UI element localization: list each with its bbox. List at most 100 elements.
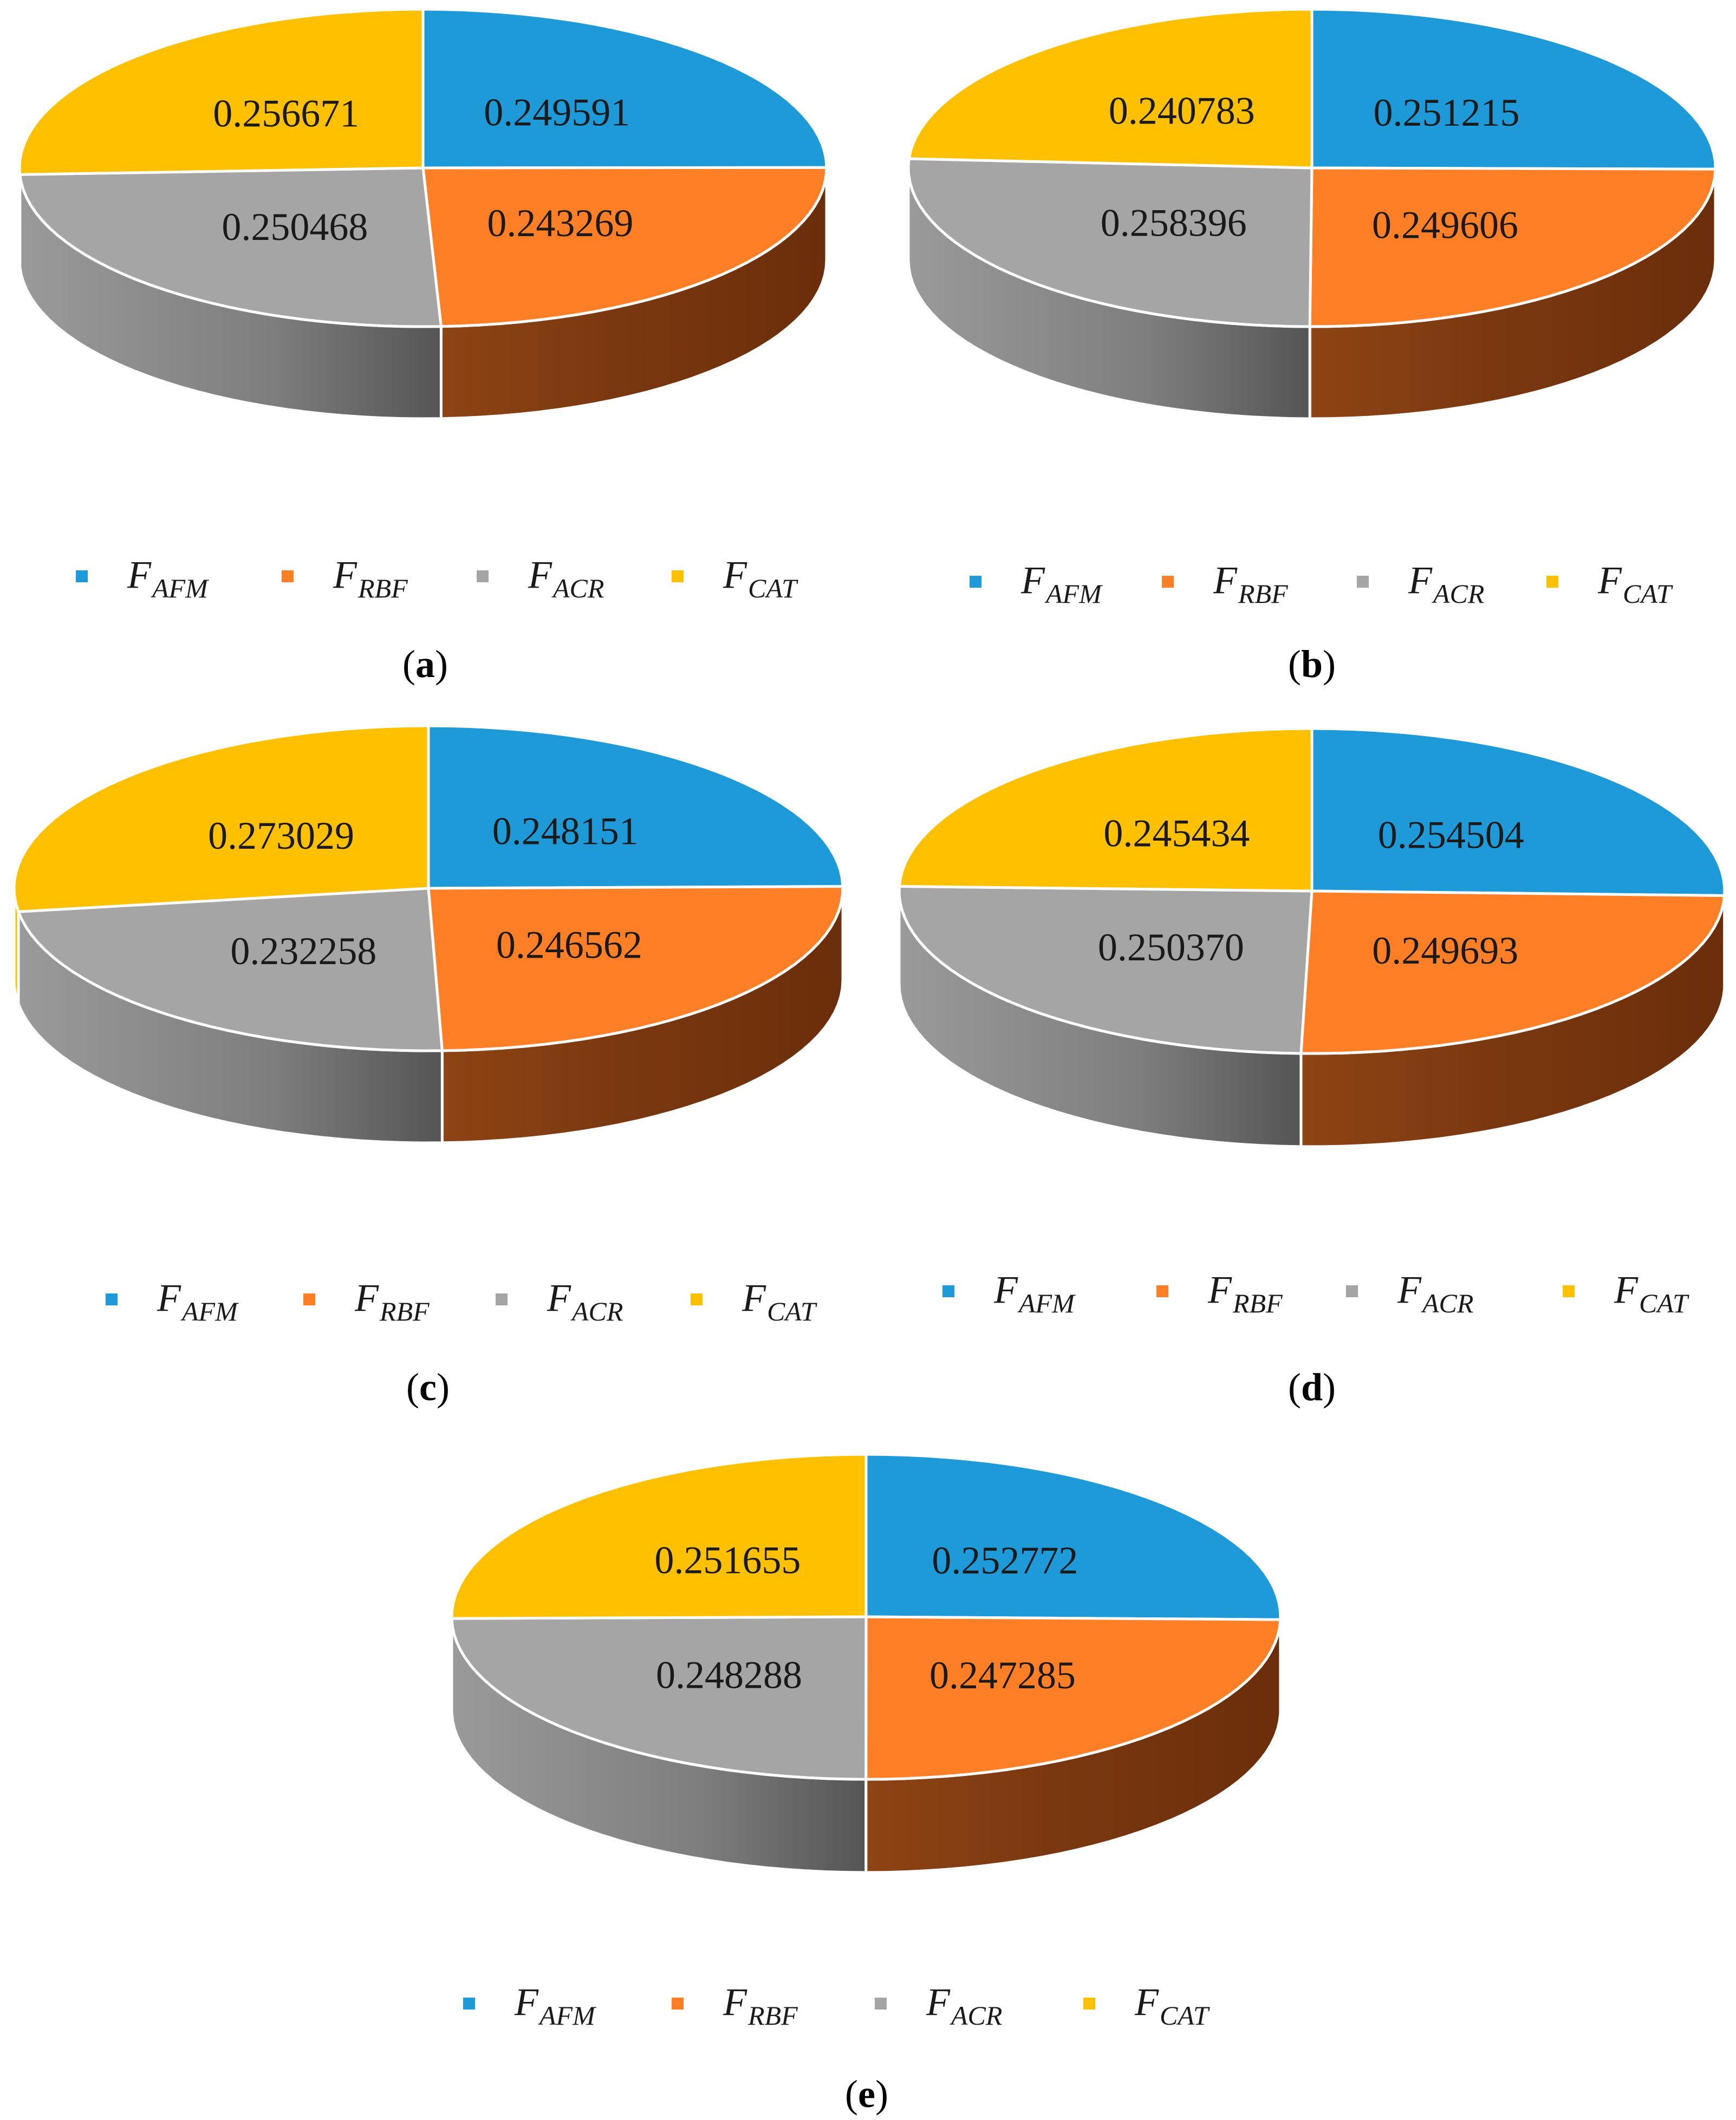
slice-f-acr: [898, 885, 1314, 1055]
legend-label: FRBF: [333, 553, 408, 603]
legend-swatch: [1156, 1285, 1168, 1297]
data-label-f-cat: 0.245434: [1103, 811, 1250, 855]
legend-swatch: [463, 1998, 475, 2010]
pie-top: [12, 724, 844, 1052]
legend-label: FCAT: [1134, 1980, 1210, 2031]
data-label-f-acr: 0.258396: [1101, 201, 1247, 244]
slice-f-rbf: [1299, 889, 1726, 1055]
legend-label: FAFM: [127, 553, 209, 603]
legend-item-f-rbf: FRBF: [672, 1980, 798, 2031]
legend-label: FCAT: [1597, 558, 1673, 609]
data-label-f-acr: 0.250468: [222, 205, 368, 249]
slice-f-afm: [1310, 727, 1726, 898]
legend-item-f-rbf: FRBF: [1156, 1268, 1283, 1318]
legend-swatch: [1563, 1285, 1575, 1297]
legend-label: FRBF: [723, 1980, 798, 2031]
legend-swatch: [1546, 576, 1558, 588]
legend-item-f-acr: FACR: [477, 553, 604, 603]
data-label-f-afm: 0.251215: [1374, 91, 1520, 134]
legend-item-f-afm: FAFM: [463, 1980, 596, 2031]
pie-top: [18, 8, 828, 328]
legend-item-f-acr: FACR: [496, 1276, 623, 1326]
legend-swatch: [875, 1998, 887, 2010]
data-label-f-rbf: 0.246562: [496, 924, 642, 967]
pie-panel-e: 0.252772 0.247285 0.248288 0.251655 FAFM FRBF…: [450, 1453, 1282, 2116]
data-label-f-afm: 0.252772: [932, 1539, 1078, 1582]
legend-swatch: [76, 570, 88, 582]
legend-swatch: [282, 570, 294, 582]
slice-f-acr: [16, 887, 444, 1052]
legend-label: FACR: [1397, 1268, 1473, 1318]
data-label-f-cat: 0.251655: [654, 1539, 801, 1582]
side-wall-f-cat: [18, 168, 22, 267]
legend-item-f-cat: FCAT: [1083, 1980, 1210, 2031]
data-label-f-afm: 0.249591: [484, 90, 630, 134]
legend-label: FACR: [1408, 558, 1484, 609]
data-label-f-acr: 0.250370: [1098, 926, 1244, 969]
panel-caption: (a): [402, 642, 448, 686]
legend-swatch: [477, 570, 489, 582]
slice-f-rbf: [427, 885, 844, 1052]
legend-label: FCAT: [723, 553, 798, 603]
legend-swatch: [942, 1285, 954, 1297]
pie-panel-d: 0.254504 0.249693 0.250370 0.245434 FAFM FRBF…: [898, 727, 1726, 1409]
data-label-f-cat: 0.273029: [208, 814, 354, 857]
legend-label: FACR: [528, 553, 604, 603]
data-label-f-cat: 0.240783: [1109, 89, 1255, 133]
slice-f-cat: [18, 8, 425, 176]
slice-f-cat: [450, 1453, 868, 1620]
legend-label: FAFM: [514, 1980, 596, 2031]
legend-swatch: [672, 570, 684, 582]
legend-label: FRBF: [1213, 558, 1288, 609]
legend-swatch: [672, 1998, 684, 2010]
legend: FAFM FRBF FACR FCAT: [463, 1980, 1210, 2031]
legend-swatch: [1162, 576, 1174, 588]
legend-item-f-afm: FAFM: [942, 1268, 1076, 1318]
slice-f-rbf: [421, 166, 828, 328]
legend-swatch: [1083, 1998, 1095, 2010]
pie-panel-a: 0.249591 0.243269 0.250468 0.256671 FAFM FRBF…: [18, 8, 828, 686]
slice-f-acr: [450, 1615, 868, 1781]
pie-top: [450, 1453, 1282, 1781]
pie-panel-c: 0.248151 0.246562 0.232258 0.273029 FAFM FRBF…: [12, 724, 844, 1409]
legend-label: FACR: [926, 1980, 1002, 2031]
data-label-f-rbf: 0.249693: [1372, 929, 1518, 972]
slice-f-cat: [898, 727, 1314, 893]
legend-label: FCAT: [1614, 1268, 1689, 1318]
legend-label: FAFM: [1020, 558, 1103, 609]
legend-swatch: [691, 1293, 703, 1305]
slice-f-rbf: [1308, 166, 1717, 328]
legend-label: FAFM: [993, 1268, 1076, 1318]
slice-f-afm: [421, 8, 828, 170]
legend-item-f-rbf: FRBF: [1162, 558, 1288, 609]
data-label-f-rbf: 0.243269: [487, 201, 633, 245]
legend-label: FCAT: [742, 1276, 817, 1326]
legend-label: FACR: [547, 1276, 623, 1326]
legend: FAFM FRBF FACR FCAT: [106, 1276, 817, 1326]
legend-item-f-rbf: FRBF: [282, 553, 408, 603]
legend: FAFM FRBF FACR FCAT: [76, 553, 798, 603]
data-label-f-afm: 0.254504: [1378, 813, 1524, 856]
legend-item-f-cat: FCAT: [691, 1276, 817, 1326]
legend-swatch: [303, 1293, 315, 1305]
legend-item-f-rbf: FRBF: [303, 1276, 430, 1326]
slice-f-cat: [12, 724, 430, 913]
legend-swatch: [106, 1293, 118, 1305]
legend-label: FRBF: [354, 1276, 430, 1326]
legend: FAFM FRBF FACR FCAT: [942, 1268, 1689, 1318]
slice-f-rbf: [864, 1615, 1282, 1781]
legend-item-f-cat: FCAT: [1563, 1268, 1689, 1318]
legend-swatch: [496, 1293, 508, 1305]
legend-item-f-acr: FACR: [1346, 1268, 1473, 1318]
pie-top: [907, 8, 1717, 328]
legend-item-f-afm: FAFM: [76, 553, 209, 603]
slice-f-cat: [907, 8, 1314, 170]
slice-f-afm: [864, 1453, 1282, 1621]
legend-item-f-afm: FAFM: [106, 1276, 239, 1326]
data-label-f-rbf: 0.249606: [1372, 203, 1518, 246]
panel-caption: (d): [1288, 1365, 1336, 1409]
legend-swatch: [970, 576, 981, 588]
legend-item-f-cat: FCAT: [1546, 558, 1673, 609]
legend-label: FAFM: [157, 1276, 239, 1326]
